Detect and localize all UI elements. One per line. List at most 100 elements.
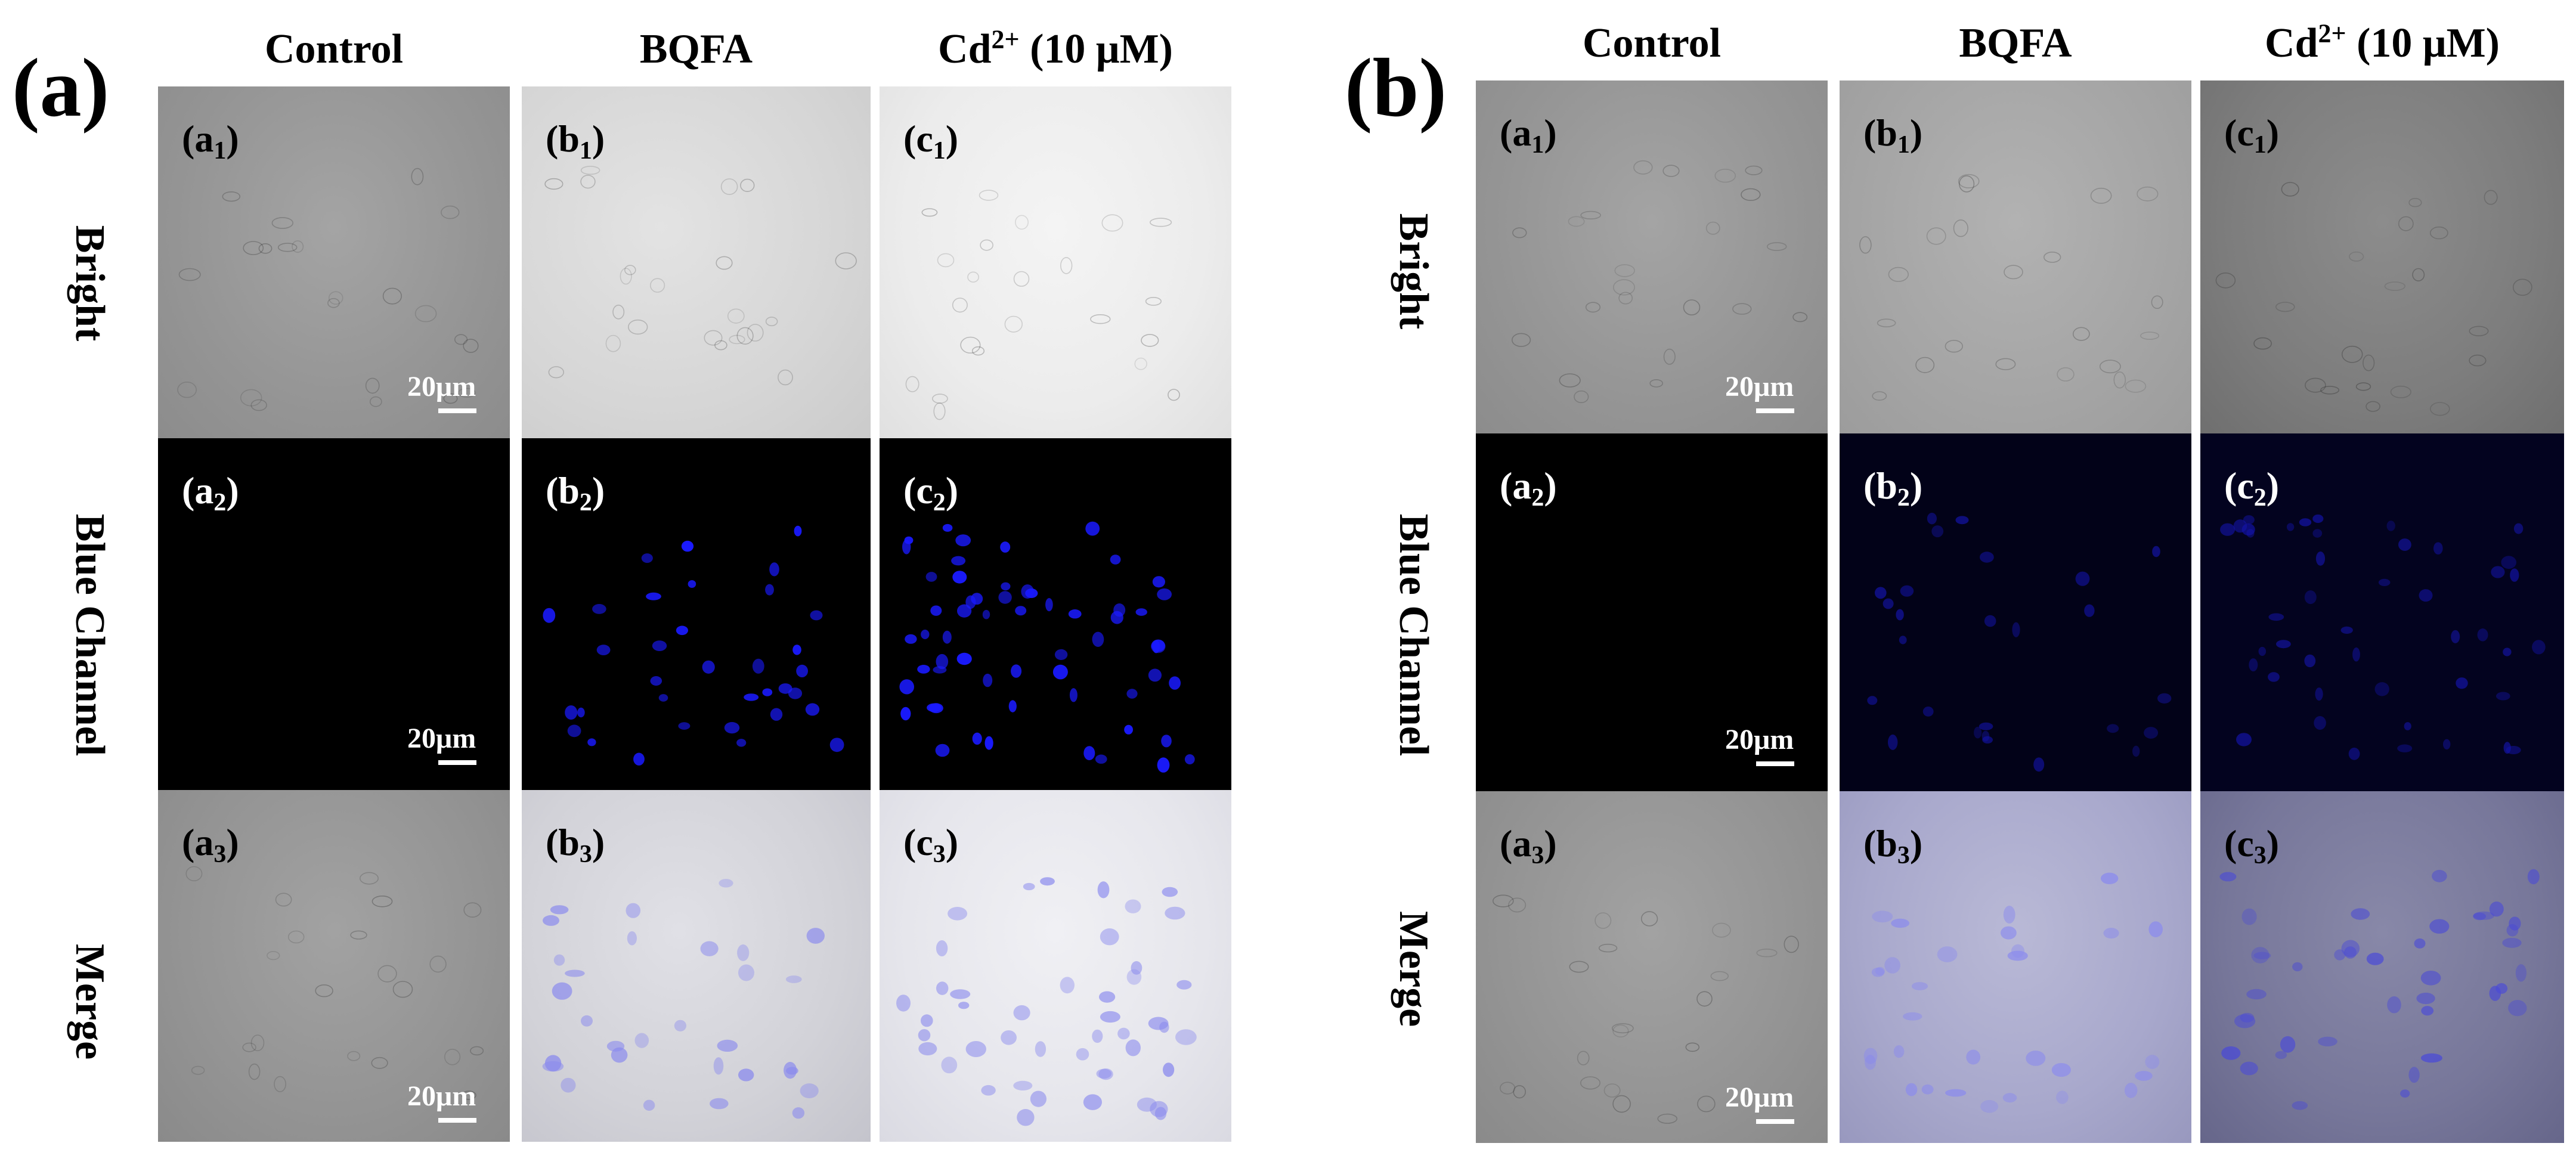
cell-blob	[1883, 598, 1894, 609]
cell-blob	[1927, 513, 1937, 525]
cell-blob	[242, 1042, 256, 1052]
micrograph-b-c2: (c2)	[2200, 433, 2564, 791]
cell-blob	[543, 915, 559, 926]
cell-blob	[957, 604, 972, 618]
cell-blob	[463, 339, 479, 353]
cell-blob	[542, 1061, 564, 1072]
cell-blob	[2366, 952, 2384, 965]
cell-blob	[1150, 1101, 1168, 1117]
cell-blob	[1741, 188, 1761, 201]
cell-blob	[972, 732, 982, 745]
cell-blob	[950, 989, 971, 999]
cell-blob	[1000, 541, 1011, 553]
cell-label-index: 2	[1531, 484, 1544, 512]
cell-texture	[1492, 894, 1799, 1124]
cell-blob	[1052, 664, 1068, 680]
cell-blob	[1499, 1082, 1516, 1095]
cell-blob	[628, 319, 648, 335]
cell-blob	[1613, 279, 1636, 296]
cell-blob	[2532, 640, 2546, 655]
cell-label: (a3)	[1500, 822, 1557, 869]
cell-blob	[2397, 744, 2413, 752]
cell-blob	[2334, 949, 2346, 961]
cell-blob	[2084, 604, 2095, 617]
cell-blob	[1035, 1041, 1046, 1057]
cell-blob	[328, 291, 343, 305]
cell-label: (c1)	[2224, 111, 2280, 159]
micrograph-b-a1: (a1) 20μm	[1476, 80, 1828, 433]
cell-blob	[1945, 1089, 1967, 1097]
cell-blob	[543, 608, 556, 623]
cell-blob	[960, 336, 981, 354]
cell-blob	[587, 738, 596, 746]
cell-blob	[1096, 1068, 1112, 1079]
micrograph-a-b1: (b1)	[522, 86, 871, 438]
cell-blob	[1126, 689, 1138, 699]
cell-blob	[429, 955, 447, 973]
cell-blob	[1001, 582, 1011, 591]
cell-blob	[1011, 664, 1022, 678]
cell-blob	[1915, 357, 1935, 373]
cell-blob	[796, 664, 808, 677]
cell-blob	[1013, 271, 1030, 287]
cell-blob	[626, 903, 641, 918]
cell-blob	[2101, 872, 2119, 884]
cell-blob	[1126, 969, 1142, 985]
cell-blob	[984, 736, 993, 750]
cell-label: (c3)	[2224, 822, 2280, 869]
cell-blob	[267, 951, 280, 961]
cell-label: (b1)	[1863, 111, 1923, 159]
merged-cells	[2219, 869, 2540, 1110]
cell-blob	[2344, 946, 2357, 959]
column-header-suffix: (10 μM)	[2346, 20, 2500, 66]
panel-letter: (b)	[1345, 42, 1447, 134]
cell-blob	[580, 175, 596, 189]
cell-label-index: 3	[213, 841, 227, 868]
cell-blob	[1922, 707, 1934, 717]
cell-blob	[2268, 613, 2284, 621]
cell-blob	[792, 645, 801, 655]
cell-blob	[1124, 724, 1133, 735]
cell-blob	[1015, 606, 1027, 616]
cell-blob	[592, 604, 606, 614]
cell-blob	[1090, 314, 1111, 324]
cell-blob	[1577, 1051, 1590, 1065]
cell-blob	[565, 969, 585, 977]
fluorescent-cells	[2220, 514, 2546, 760]
cell-blob	[778, 369, 793, 386]
cell-blob	[2510, 568, 2519, 582]
cell-label: (a1)	[182, 117, 239, 165]
micrograph-a-a2: (a2) 20μm	[158, 438, 510, 790]
cell-blob	[2355, 382, 2371, 391]
micrograph-a-c1: (c1)	[880, 86, 1231, 438]
cell-blob	[1013, 1080, 1033, 1091]
cell-blob	[2051, 1062, 2071, 1077]
cell-blob	[2503, 742, 2511, 754]
cell-blob	[2072, 327, 2090, 341]
cell-texture	[185, 866, 484, 1100]
cell-blob	[2515, 964, 2527, 982]
cell-blob	[567, 724, 581, 738]
cell-blob	[2384, 281, 2405, 291]
cell-blob	[1101, 214, 1123, 232]
cell-blob	[937, 253, 955, 268]
cell-blob	[553, 954, 565, 966]
cell-blob	[2349, 251, 2364, 262]
cell-blob	[1872, 910, 1893, 923]
cell-blob	[1580, 210, 1601, 219]
cell-blob	[2312, 529, 2323, 538]
cell-blob	[717, 1039, 738, 1052]
cell-blob	[1984, 615, 1996, 627]
scale-bar	[1756, 408, 1794, 413]
merged-cells	[896, 877, 1197, 1126]
cell-label: (a3)	[182, 821, 239, 868]
cell-blob	[1030, 1091, 1046, 1107]
cell-blob	[359, 872, 379, 885]
cell-blob	[2398, 216, 2414, 231]
cell-blob	[1157, 588, 1172, 600]
cell-blob	[1135, 608, 1147, 616]
cell-blob	[941, 1057, 958, 1074]
cell-blob	[713, 1057, 724, 1075]
micrograph-a-c3: (c3)	[880, 790, 1231, 1142]
cell-blob	[2056, 1091, 2069, 1104]
